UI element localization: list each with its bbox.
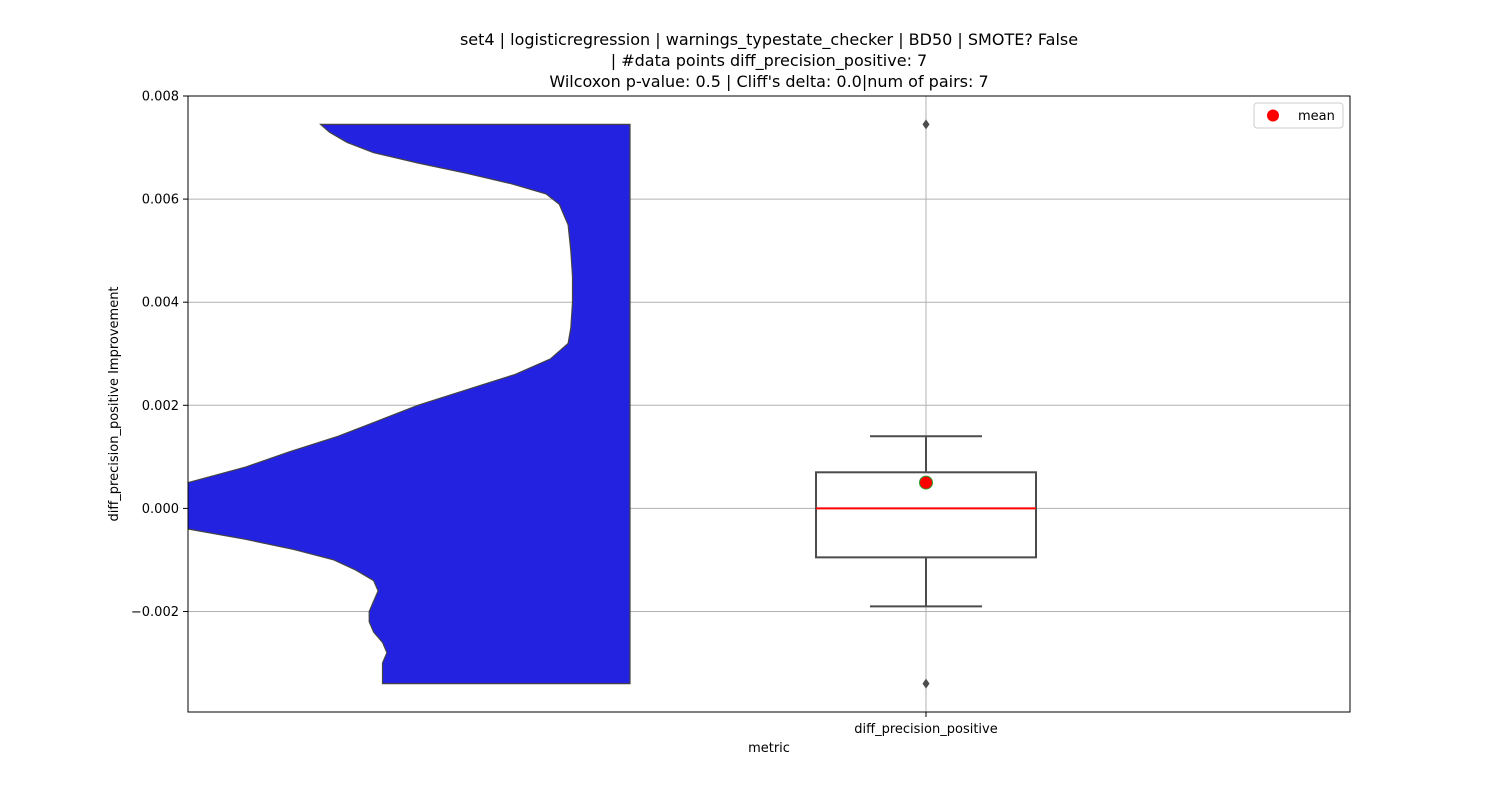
- chart-title-line-1: set4 | logisticregression | warnings_typ…: [459, 30, 1079, 49]
- grid-lines: [188, 95, 1350, 712]
- box-flier-0: [922, 119, 930, 130]
- plot-frame: [187, 95, 1351, 713]
- y-tick-label-0: −0.002: [131, 605, 179, 620]
- x-axis-label: metric: [748, 741, 790, 756]
- legend-mean-label: mean: [1298, 109, 1335, 124]
- box-iqr: [815, 471, 1037, 559]
- x-ticks: diff_precision_positive: [854, 712, 998, 737]
- legend: mean: [1253, 102, 1344, 129]
- chart-title-line-2: | #data points diff_precision_positive: …: [610, 51, 928, 70]
- y-ticks: −0.002 0.000 0.002 0.004 0.006 0.008: [131, 90, 188, 620]
- y-axis-label: diff_precision_positive Improvement: [107, 286, 122, 521]
- y-tick-label-4: 0.006: [142, 193, 179, 208]
- box-layer: [815, 119, 1037, 689]
- violin-body: [188, 123, 631, 685]
- y-tick-label-3: 0.004: [142, 296, 179, 311]
- box-flier-1: [922, 678, 930, 689]
- violin-layer: [188, 123, 631, 685]
- legend-mean-marker: [1267, 109, 1279, 122]
- y-tick-label-1: 0.000: [142, 502, 179, 517]
- chart-title-line-3: Wilcoxon p-value: 0.5 | Cliff's delta: 0…: [549, 72, 989, 91]
- y-tick-label-5: 0.008: [142, 90, 179, 105]
- mean-marker: [919, 475, 933, 490]
- legend-frame: [1253, 102, 1344, 129]
- y-tick-label-2: 0.002: [142, 399, 179, 414]
- x-tick-label-0: diff_precision_positive: [854, 722, 997, 737]
